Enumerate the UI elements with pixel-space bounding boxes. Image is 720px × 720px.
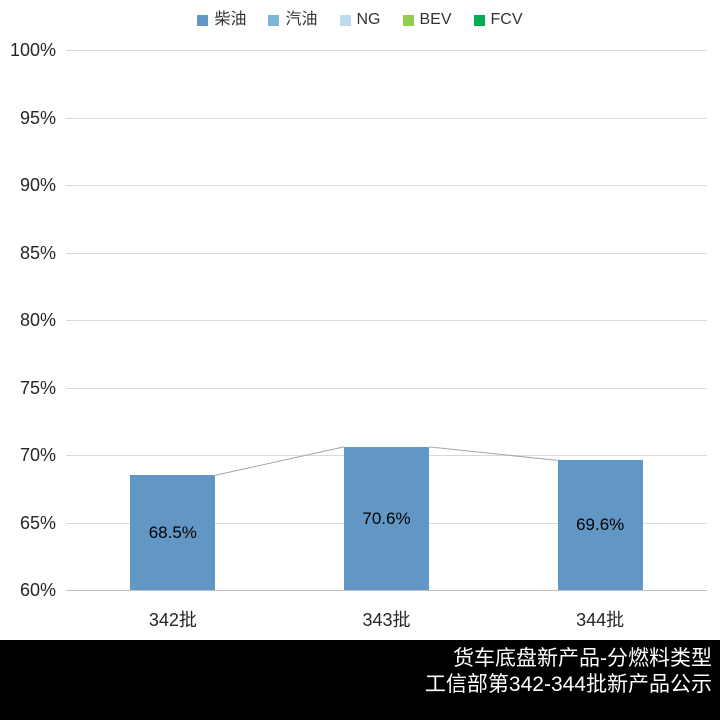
bar-segment-柴油 (344, 446, 429, 590)
y-axis-tick-label: 85% (19, 242, 56, 263)
gridline (66, 117, 707, 119)
y-axis-tick-label: 80% (19, 310, 56, 330)
legend-marker-icon (473, 14, 485, 26)
legend-item-NG: NG (339, 11, 381, 28)
chart-legend: 柴油 汽油 NG BEV FCV (0, 8, 720, 32)
y-axis-tick-label: 95% (19, 107, 56, 128)
legend-label: 柴油 (214, 11, 247, 28)
legend-item-BEV: BEV (402, 11, 452, 28)
legend-label: NG (356, 11, 381, 28)
legend-marker-icon (402, 14, 414, 26)
gridline (66, 252, 707, 254)
x-axis-category-label: 344批 (576, 610, 625, 630)
connector-line-柴油 (215, 446, 345, 476)
legend-marker-icon (197, 14, 209, 26)
caption-line-1: 货车底盘新产品-分燃料类型 (453, 647, 712, 670)
x-axis-line (66, 590, 707, 591)
legend-item-汽油: 汽油 (268, 11, 318, 28)
plot-area: 100% 95% 90% 85% 80% 75% 70% 65% 60% 68.5% 342批 70.… (9, 40, 707, 630)
legend-label: FCV (490, 11, 523, 28)
bar-segment-柴油 (557, 460, 643, 590)
caption-bar: 货车底盘新产品-分燃料类型 工信部第342-344批新产品公示 (0, 640, 720, 720)
gridline (66, 320, 707, 321)
y-axis-tick-label: 60% (19, 580, 56, 600)
y-axis-tick-label: 70% (19, 445, 56, 465)
legend-marker-icon (339, 14, 351, 26)
x-axis-category-label: 342批 (148, 610, 197, 630)
x-axis-category-label: 343批 (362, 610, 411, 630)
y-axis-tick-label: 65% (19, 512, 56, 533)
legend-item-FCV: FCV (473, 11, 523, 28)
legend-marker-icon (268, 14, 280, 26)
series-connector-lines (215, 446, 558, 476)
segment-data-label: 70.6% (362, 508, 411, 528)
bar-segment-柴油 (130, 475, 216, 591)
legend-item-柴油: 柴油 (197, 12, 246, 28)
y-axis-tick-label: 75% (19, 377, 56, 398)
caption-line-2: 工信部第342-344批新产品公示 (424, 673, 712, 696)
legend-label: BEV (419, 11, 452, 28)
y-axis-tick-label: 90% (19, 175, 56, 195)
segment-data-label: 69.6% (576, 515, 625, 535)
legend-label: 汽油 (285, 11, 318, 28)
connector-line-柴油 (428, 446, 558, 461)
gridline (66, 50, 707, 51)
y-axis-tick-label: 100% (9, 40, 56, 60)
segment-data-label: 68.5% (148, 522, 197, 542)
gridline (66, 387, 707, 389)
gridline (66, 185, 707, 186)
